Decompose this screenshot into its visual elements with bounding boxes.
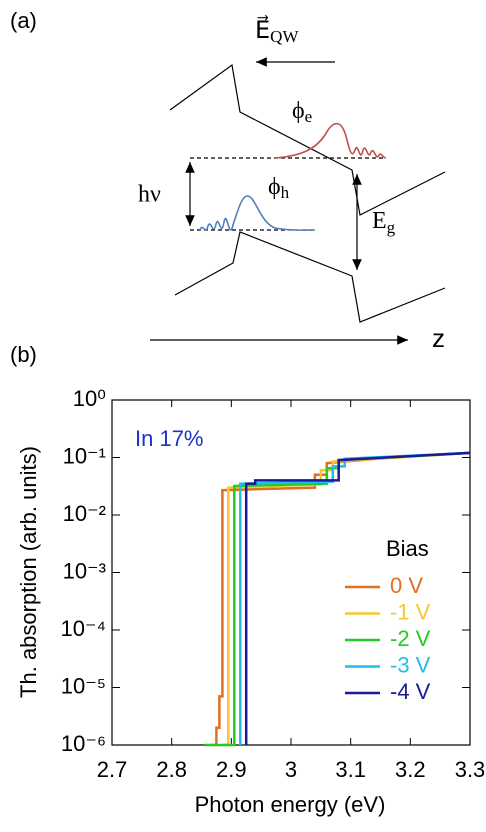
gap-label: Eg	[372, 208, 396, 237]
x-tick-label: 2.8	[156, 757, 187, 782]
panel-label: (a)	[10, 8, 37, 33]
y-tick-label: 10⁻⁴	[60, 616, 106, 641]
conduction-band	[169, 63, 446, 216]
z-label: z	[432, 323, 445, 353]
hole-wavefunction	[199, 195, 316, 231]
y-tick-label: 10⁰	[73, 386, 106, 411]
legend-label: -4 V	[390, 679, 431, 704]
hole-label: ϕh	[268, 174, 290, 202]
y-tick-label: 10⁻³	[63, 558, 106, 583]
field-subscript: QW	[270, 27, 299, 46]
legend-label: -3 V	[390, 652, 431, 677]
y-tick-label: 10⁻¹	[63, 443, 106, 468]
legend-title: Bias	[386, 536, 429, 561]
series-line	[239, 451, 471, 745]
x-tick-label: 2.9	[216, 757, 247, 782]
electron-subscript: e	[305, 107, 313, 126]
electron-label: ϕe	[292, 98, 312, 126]
panel-label: (b)	[10, 342, 37, 367]
legend-label: 0 V	[390, 573, 423, 598]
series-line	[222, 451, 471, 747]
x-tick-label: 3	[285, 757, 297, 782]
series-line	[210, 451, 471, 747]
hole-subscript: h	[281, 183, 290, 202]
gap-subscript: g	[387, 218, 396, 237]
x-tick-label: 2.7	[97, 757, 128, 782]
electron-symbol: ϕ	[292, 98, 305, 124]
electron-wavefunction	[274, 122, 387, 159]
gap-symbol: E	[372, 208, 387, 234]
legend-label: -1 V	[390, 599, 431, 624]
valence-band	[174, 231, 446, 323]
y-tick-label: 10⁻²	[63, 501, 106, 526]
y-tick-label: 10⁻⁶	[61, 731, 106, 756]
hole-symbol: ϕ	[268, 174, 281, 200]
photon-label: hν	[138, 182, 161, 208]
annotation: In 17%	[135, 426, 204, 451]
x-axis-label: Photon energy (eV)	[195, 792, 386, 817]
field-symbol: E⃗	[255, 14, 270, 43]
x-tick-label: 3.1	[335, 757, 366, 782]
y-axis-label: Th. absorption (arb. units)	[16, 446, 41, 698]
x-tick-label: 3.3	[455, 757, 486, 782]
x-tick-label: 3.2	[395, 757, 426, 782]
diagram: (a) E⃗QW ϕe ϕh hν Eg z	[10, 8, 446, 353]
field-label: E⃗QW	[255, 14, 299, 46]
y-tick-label: 10⁻⁵	[61, 673, 106, 698]
series-line	[244, 451, 471, 745]
chart: (b) In 17% Photon energy (eV) Th. absorp…	[10, 342, 485, 817]
legend-label: -2 V	[390, 626, 431, 651]
